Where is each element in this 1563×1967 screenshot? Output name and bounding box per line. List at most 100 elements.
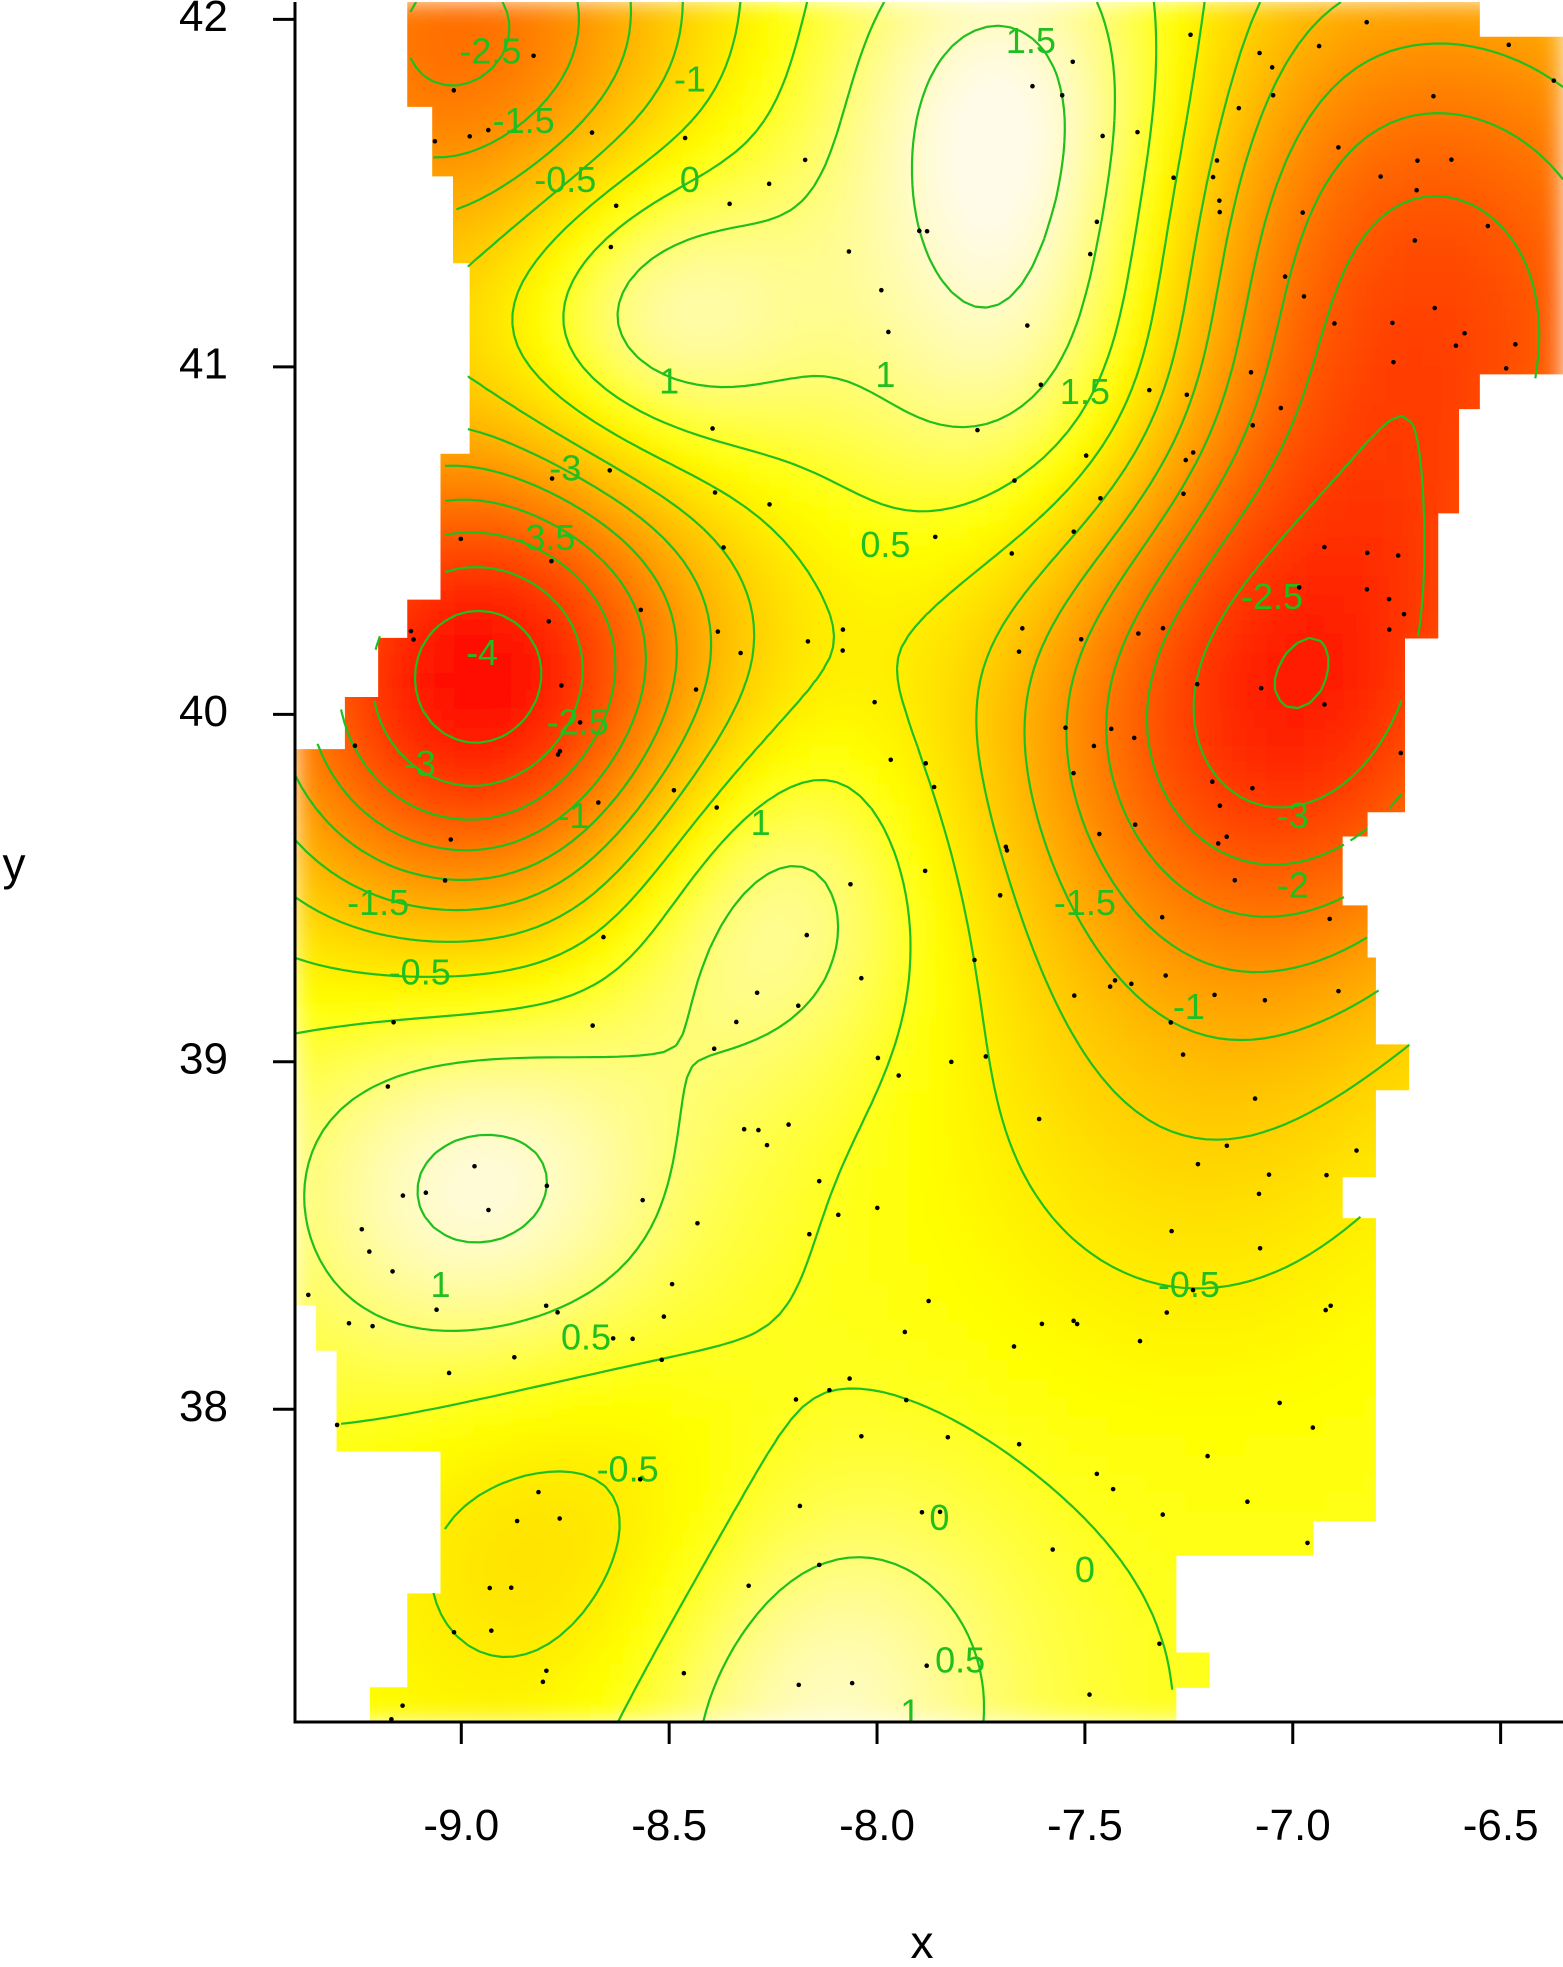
heatmap-cell (710, 1148, 732, 1169)
heatmap-cell (888, 1014, 910, 1035)
heatmap-cell (373, 1434, 395, 1455)
heatmap-cell (1304, 995, 1326, 1016)
heatmap-cell (1324, 1167, 1346, 1188)
heatmap-cell (413, 1109, 435, 1131)
heatmap-cell (948, 861, 970, 882)
heatmap-cell (433, 345, 454, 366)
heatmap-cell (1265, 880, 1287, 901)
heatmap-cell (492, 1396, 514, 1417)
heatmap-cell (869, 97, 890, 118)
heatmap-cell (670, 58, 692, 79)
heatmap-cell (1067, 708, 1088, 729)
heatmap-cell (670, 1511, 692, 1532)
heatmap-cell (413, 1645, 435, 1666)
heatmap-cell (413, 1243, 435, 1264)
heatmap-cell (1047, 1109, 1069, 1131)
heatmap-cell (789, 154, 811, 175)
heatmap-cell (295, 842, 316, 863)
heatmap-cell (1304, 593, 1326, 615)
heatmap-cell (1047, 727, 1069, 748)
heatmap-cell (591, 288, 613, 309)
heatmap-cell (492, 861, 514, 882)
heatmap-cell (1285, 689, 1306, 710)
heatmap-cell (928, 364, 950, 385)
heatmap-cell (888, 1568, 910, 1589)
heatmap-cell (987, 97, 1009, 118)
heatmap-cell (1285, 326, 1306, 347)
heatmap-cell (750, 479, 771, 500)
heatmap-cell (1166, 1492, 1188, 1513)
heatmap-cell (571, 1453, 593, 1475)
heatmap-cell (512, 77, 534, 99)
heatmap-cell (1166, 1186, 1188, 1207)
heatmap-cell (908, 421, 930, 443)
heatmap-cell (789, 536, 811, 557)
heatmap-cell (1364, 269, 1386, 290)
heatmap-cell (809, 1090, 831, 1111)
heatmap-cell (1166, 97, 1188, 118)
heatmap-cell (1225, 1683, 1247, 1704)
heatmap-cell (1265, 1625, 1287, 1647)
heatmap-cell (968, 39, 989, 60)
heatmap-cell (295, 593, 316, 615)
heatmap-cell (631, 2, 653, 22)
heatmap-cell (413, 1587, 435, 1608)
heatmap-cell (670, 383, 692, 404)
heatmap-cell (1067, 154, 1088, 175)
heatmap-cell (987, 421, 1009, 443)
heatmap-cell (928, 460, 950, 481)
heatmap-cell (1205, 995, 1227, 1016)
heatmap-cell (670, 1625, 692, 1647)
heatmap-cell (888, 1243, 910, 1264)
heatmap-cell (750, 689, 771, 710)
heatmap-cell (908, 574, 930, 595)
heatmap-cell (849, 1262, 871, 1283)
heatmap-cell (1364, 727, 1386, 748)
heatmap-cell (631, 39, 653, 60)
heatmap-cell (928, 1167, 950, 1188)
heatmap-cell (710, 39, 732, 60)
heatmap-cell (1205, 842, 1227, 863)
heatmap-cell (512, 1606, 534, 1627)
heatmap-cell (908, 1243, 930, 1264)
heatmap-cell (1265, 498, 1287, 519)
heatmap-cell (928, 1301, 950, 1322)
heatmap-cell (1265, 708, 1287, 729)
heatmap-cell (591, 1339, 613, 1360)
heatmap-cell (829, 345, 851, 366)
heatmap-cell (393, 269, 415, 290)
heatmap-cell (829, 269, 851, 290)
heatmap-cell (532, 670, 554, 691)
heatmap-cell (1384, 1606, 1405, 1627)
heatmap-cell (373, 555, 395, 576)
heatmap-cell (631, 498, 653, 519)
heatmap-cell (1304, 479, 1326, 500)
heatmap-cell (314, 173, 336, 194)
heatmap-cell (571, 1396, 593, 1417)
heatmap-cell (512, 1434, 534, 1455)
heatmap-cell (334, 1511, 355, 1532)
heatmap-cell (968, 1568, 989, 1589)
heatmap-cell (1364, 1224, 1386, 1245)
heatmap-cell (1225, 1262, 1247, 1283)
heatmap-cell (314, 1530, 336, 1551)
heatmap-cell (829, 1568, 851, 1589)
heatmap-cell (908, 1148, 930, 1169)
heatmap-cell (1344, 173, 1366, 194)
heatmap-cell (393, 173, 415, 194)
heatmap-cell (968, 20, 989, 41)
heatmap-cell (453, 1071, 474, 1092)
heatmap-cell (472, 1568, 494, 1589)
heatmap-cell (1126, 154, 1148, 175)
heatmap-cell (770, 1453, 791, 1475)
heatmap-cell (730, 269, 752, 290)
heatmap-cell (1146, 383, 1168, 404)
heatmap-cell (829, 1339, 851, 1360)
heatmap-cell (314, 249, 336, 271)
heatmap-cell (295, 1530, 316, 1551)
heatmap-cell (948, 536, 970, 557)
heatmap-cell (829, 383, 851, 404)
heatmap-cell (1087, 1473, 1108, 1494)
heatmap-cell (1344, 1301, 1366, 1322)
heatmap-cell (591, 1320, 613, 1341)
